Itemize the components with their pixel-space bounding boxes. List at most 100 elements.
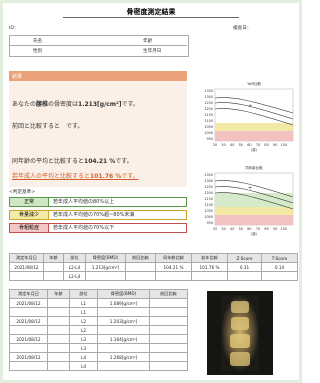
header-cell: 同年齢比較 — [156, 254, 192, 263]
cell — [48, 326, 70, 335]
form-label: 性別 — [33, 48, 42, 54]
title-rule — [63, 17, 239, 18]
text: 104.21 % — [84, 158, 115, 165]
header-cell: T-Score — [262, 254, 298, 263]
result-band — [9, 71, 187, 81]
x-tick-label: 20 — [213, 143, 217, 147]
text: の骨密度は — [48, 101, 78, 108]
result-heading: 結果 — [12, 73, 22, 80]
result-line: 同年齢の平均と比較すると104.21 %です。 — [12, 156, 133, 165]
header-cell: 骨密度(BMD) — [98, 290, 150, 299]
cell: 1.268[g/cm²] — [98, 353, 150, 362]
cell — [48, 317, 70, 326]
x-tick-label: 60 — [247, 143, 251, 147]
y-tick-label: 950 — [207, 221, 213, 225]
cell: L4 — [70, 362, 98, 371]
header-cell: 測定年月日 — [10, 254, 44, 263]
form-label: 年齢 — [143, 38, 152, 44]
cell — [48, 335, 70, 344]
header-cell: 骨密度(BMD) — [86, 254, 126, 263]
cell: 1.203[g/cm²] — [98, 317, 150, 326]
x-tick-label: 80 — [264, 227, 268, 231]
cell — [10, 326, 48, 335]
text: です。 — [121, 173, 138, 180]
title: 骨密度測定結果 — [3, 7, 299, 17]
header-cell: 部位 — [70, 290, 98, 299]
criteria-text: 若年成人平均値の70%超~80%未満 — [53, 210, 134, 220]
text: 同年齢の平均と比較すると — [12, 158, 84, 165]
criteria-text: 若年成人平均値の80%以上 — [53, 197, 114, 207]
y-tick-label: 1300 — [204, 179, 213, 183]
cell — [150, 344, 188, 353]
cell: L1 — [70, 299, 98, 308]
header-cell: Z-Score — [228, 254, 262, 263]
cell — [48, 308, 70, 317]
chart-title: YAM比較 — [247, 81, 261, 86]
header-row: 測定年月日年齢部位骨密度(BMD)前回比較 — [10, 290, 188, 299]
result-line: 若年成人の平均と比較すると101.76 %です。 — [12, 171, 139, 180]
result-line: 前回と比較すると です。 — [12, 121, 83, 130]
svg-text:+: + — [248, 186, 252, 192]
cell — [10, 344, 48, 353]
x-tick-label: 60 — [247, 227, 251, 231]
cell: 101.76 % — [192, 263, 228, 272]
x-tick-label: 90 — [273, 143, 277, 147]
y-tick-label: 1250 — [204, 101, 213, 105]
text: 1.213[g/cm²] — [78, 101, 121, 108]
sheet: 骨密度測定結果 ID： 検査日： 氏名 年齢 性別 生年月日 結果 あなたの腰椎… — [3, 3, 299, 380]
svg-text:+: + — [248, 104, 252, 110]
y-tick-label: 1200 — [204, 107, 213, 111]
cell — [156, 272, 192, 281]
xray-image — [207, 291, 273, 375]
y-tick-label: 1150 — [204, 113, 213, 117]
header-cell: 測定年月日 — [10, 290, 48, 299]
chart-graphic: + YAM比較135013001250120011501100105010009… — [193, 79, 297, 153]
cell — [86, 272, 126, 281]
y-tick-label: 1250 — [204, 185, 213, 189]
cell — [150, 308, 188, 317]
cell: 0.31 — [228, 263, 262, 272]
x-tick-label: 70 — [256, 143, 260, 147]
cell — [98, 344, 150, 353]
x-axis-label: (歳) — [251, 147, 258, 152]
cell — [44, 263, 64, 272]
y-tick-label: 1350 — [204, 173, 213, 177]
cell — [150, 353, 188, 362]
chart-title: 同年齢比較 — [246, 165, 264, 170]
cell: L2-L4 — [64, 272, 86, 281]
cell: L4 — [70, 353, 98, 362]
criteria-text: 若年成人平均値の70%以下 — [53, 223, 114, 233]
cell — [10, 308, 48, 317]
y-tick-label: 1050 — [204, 209, 213, 213]
cell: 0.14 — [262, 263, 298, 272]
header-cell: 年齢 — [44, 254, 64, 263]
y-tick-label: 1300 — [204, 95, 213, 99]
criteria-label: 正常 — [9, 197, 49, 207]
cell — [48, 353, 70, 362]
header-cell: 前回比較 — [126, 254, 156, 263]
cell: L1 — [70, 308, 98, 317]
cell — [48, 299, 70, 308]
result-line: あなたの腰椎の骨密度は1.213[g/cm²]です。 — [12, 99, 139, 108]
cell — [192, 272, 228, 281]
y-tick-label: 1350 — [204, 89, 213, 93]
row: L2 — [10, 326, 188, 335]
cell — [262, 272, 298, 281]
cell: 2021/08/12 — [10, 335, 48, 344]
cell — [48, 344, 70, 353]
y-tick-label: 1200 — [204, 191, 213, 195]
header-cell: 若年比較 — [192, 254, 228, 263]
text: です。 — [115, 158, 132, 165]
cell — [10, 272, 44, 281]
row: L2-L4 — [10, 272, 298, 281]
cell: 104.21 % — [156, 263, 192, 272]
cell — [44, 272, 64, 281]
y-tick-label: 1000 — [204, 131, 213, 135]
